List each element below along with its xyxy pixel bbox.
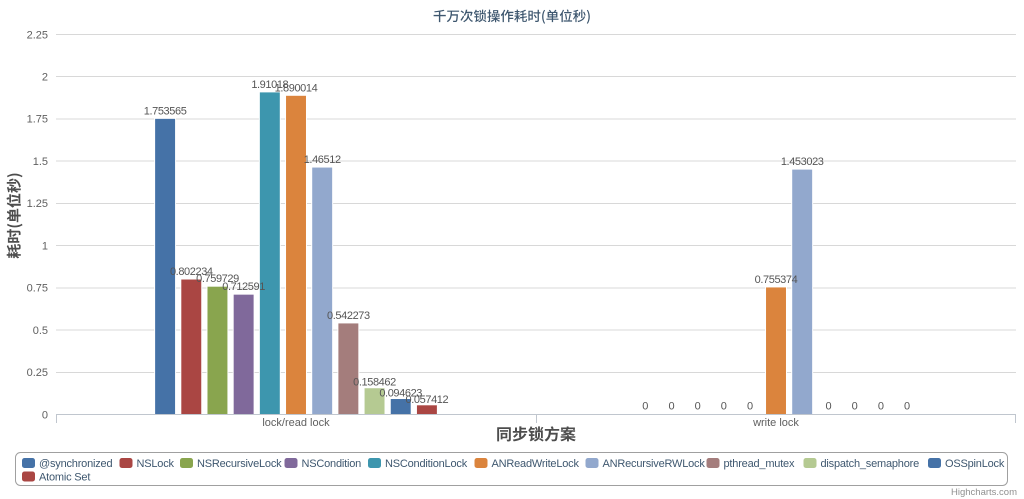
svg-text:write lock: write lock: [752, 417, 799, 429]
svg-text:0.158462: 0.158462: [353, 377, 396, 389]
svg-text:ANReadWriteLock: ANReadWriteLock: [492, 458, 580, 470]
svg-text:dispatch_semaphore: dispatch_semaphore: [821, 458, 920, 470]
svg-text:1: 1: [42, 240, 48, 252]
svg-text:1.890014: 1.890014: [275, 82, 318, 94]
svg-text:0.75: 0.75: [27, 283, 48, 295]
svg-text:NSConditionLock: NSConditionLock: [385, 458, 468, 470]
svg-text:Highcharts.com: Highcharts.com: [951, 487, 1017, 498]
svg-text:0: 0: [878, 401, 884, 413]
svg-text:0: 0: [695, 401, 701, 413]
svg-text:0: 0: [826, 401, 832, 413]
svg-text:NSCondition: NSCondition: [302, 458, 362, 470]
svg-text:Atomic Set: Atomic Set: [39, 472, 90, 484]
svg-text:1.753565: 1.753565: [144, 105, 187, 117]
svg-text:0: 0: [721, 401, 727, 413]
svg-text:NSRecursiveLock: NSRecursiveLock: [197, 458, 282, 470]
svg-text:2.25: 2.25: [27, 29, 48, 41]
svg-text:0.755374: 0.755374: [755, 274, 798, 286]
svg-text:0: 0: [904, 401, 910, 413]
svg-text:lock/read lock: lock/read lock: [262, 417, 330, 429]
svg-text:1.5: 1.5: [33, 156, 48, 168]
svg-text:0.094623: 0.094623: [379, 388, 422, 400]
svg-text:0.802234: 0.802234: [170, 266, 213, 278]
svg-text:0.712591: 0.712591: [222, 281, 265, 293]
svg-text:0.759729: 0.759729: [196, 273, 239, 285]
svg-text:0: 0: [747, 401, 753, 413]
svg-text:pthread_mutex: pthread_mutex: [724, 458, 795, 470]
svg-text:0: 0: [852, 401, 858, 413]
svg-text:ANRecursiveRWLock: ANRecursiveRWLock: [603, 458, 706, 470]
svg-text:1.46512: 1.46512: [304, 154, 341, 166]
svg-text:1.91018: 1.91018: [251, 79, 288, 91]
svg-text:0.057412: 0.057412: [406, 394, 449, 406]
svg-text:0: 0: [668, 401, 674, 413]
svg-text:0.25: 0.25: [27, 367, 48, 379]
svg-text:1.25: 1.25: [27, 198, 48, 210]
svg-text:0.542273: 0.542273: [327, 310, 370, 322]
svg-text:1.453023: 1.453023: [781, 156, 824, 168]
svg-text:0: 0: [642, 401, 648, 413]
svg-text:OSSpinLock: OSSpinLock: [945, 458, 1005, 470]
svg-text:0.5: 0.5: [33, 325, 48, 337]
svg-text:NSLock: NSLock: [137, 458, 175, 470]
svg-text:0: 0: [42, 409, 48, 421]
svg-text:2: 2: [42, 72, 48, 84]
svg-text:1.75: 1.75: [27, 114, 48, 126]
svg-text:@synchronized: @synchronized: [39, 458, 112, 470]
